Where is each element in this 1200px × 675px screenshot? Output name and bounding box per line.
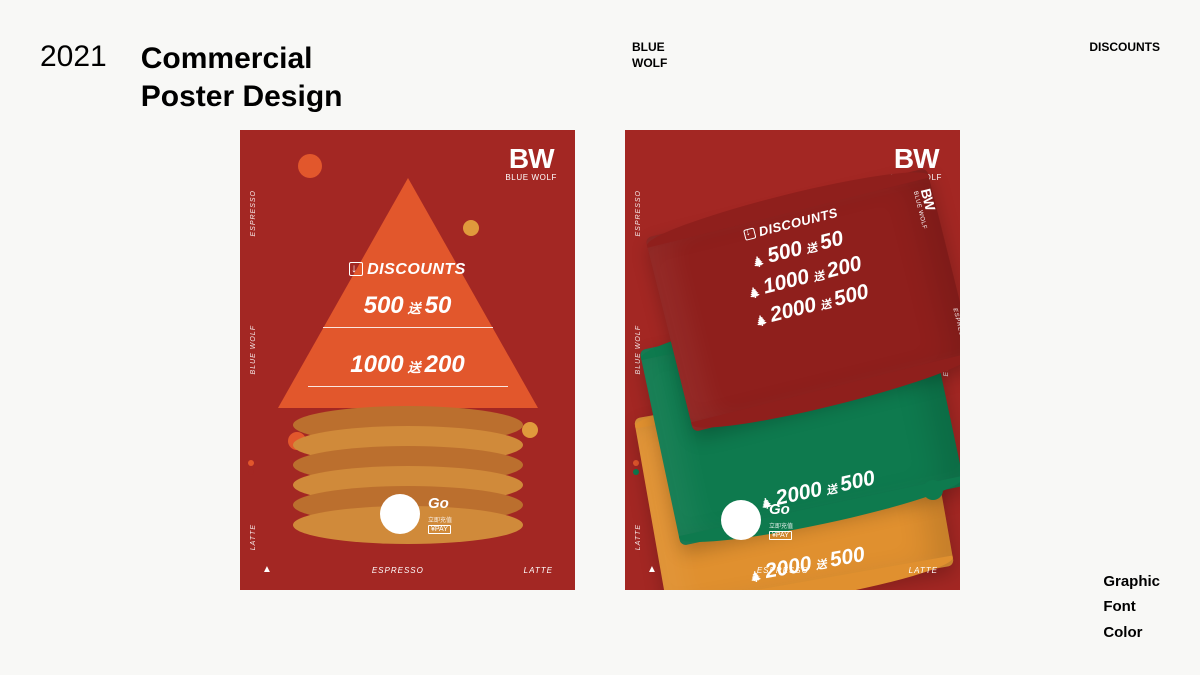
poster-1-bottom-bar: ESPRESSO LATTE bbox=[240, 564, 575, 576]
poster-1-logo: BW BLUE WOLF bbox=[505, 146, 557, 182]
go-text: Go 立即充值 ¥PAY bbox=[769, 501, 793, 540]
side-text-latte: LATTE bbox=[635, 524, 642, 550]
go-pay: ¥PAY bbox=[428, 525, 451, 534]
bottom-espresso: ESPRESSO bbox=[757, 566, 809, 575]
discounts-label-top: DISCOUNTS bbox=[1089, 40, 1160, 54]
tree-small-icon bbox=[262, 564, 272, 576]
download-icon bbox=[349, 262, 363, 276]
offer-row: 1000送200 bbox=[350, 347, 464, 385]
bottom-latte: LATTE bbox=[909, 566, 938, 575]
footer-line-1: Graphic bbox=[1103, 569, 1160, 595]
year-label: 2021 bbox=[40, 40, 107, 115]
side-text-latte: LATTE bbox=[250, 524, 257, 550]
tree-small-icon bbox=[647, 564, 657, 576]
go-sub: 立即充值 bbox=[428, 515, 452, 524]
side-text-espresso: ESPRESSO bbox=[250, 190, 257, 237]
side-dot bbox=[248, 460, 254, 466]
go-text: Go 立即充值 ¥PAY bbox=[428, 495, 452, 534]
brand-label: BLUE WOLF bbox=[632, 40, 667, 71]
bottom-espresso: ESPRESSO bbox=[372, 566, 424, 575]
brand-line-2: WOLF bbox=[632, 56, 667, 72]
posters-row: BW BLUE WOLF ESPRESSO BLUE WOLF LATTE DI… bbox=[240, 130, 960, 590]
brand-line-1: BLUE bbox=[632, 40, 667, 56]
deco-circle bbox=[923, 480, 943, 500]
main-title: Commercial Poster Design bbox=[141, 40, 343, 115]
discounts-heading: DISCOUNTS bbox=[240, 260, 575, 279]
side-dots bbox=[248, 460, 254, 475]
go-pay: ¥PAY bbox=[769, 531, 792, 540]
footer-line-3: Color bbox=[1103, 620, 1160, 646]
go-sub: 立即充值 bbox=[769, 521, 793, 530]
page-header: 2021 Commercial Poster Design bbox=[40, 40, 1160, 115]
poster-1: BW BLUE WOLF ESPRESSO BLUE WOLF LATTE DI… bbox=[240, 130, 575, 590]
logo-bw: BW bbox=[890, 146, 942, 171]
poster-2: BW BLUE WOLF ESPRESSO BLUE WOLF LATTE ES… bbox=[625, 130, 960, 590]
offer-divider bbox=[323, 327, 493, 328]
go-badge: Go 立即充值 ¥PAY bbox=[380, 494, 452, 534]
go-badge: Go 立即充值 ¥PAY bbox=[721, 500, 793, 540]
offer-row: 500送50 bbox=[364, 288, 452, 326]
footer-legend: Graphic Font Color bbox=[1103, 569, 1160, 646]
title-line-1: Commercial bbox=[141, 40, 343, 78]
poster-2-bottom-bar: ESPRESSO LATTE bbox=[625, 564, 960, 576]
title-line-2: Poster Design bbox=[141, 78, 343, 116]
deco-circle bbox=[298, 154, 322, 178]
discounts-word: DISCOUNTS bbox=[367, 261, 466, 278]
go-circle-icon bbox=[380, 494, 420, 534]
bottom-latte: LATTE bbox=[524, 566, 553, 575]
go-circle-icon bbox=[721, 500, 761, 540]
go-label: Go bbox=[428, 495, 452, 512]
side-dot bbox=[248, 469, 254, 475]
stacked-sheets: 2000送5002000送500DISCOUNTS500送501000送2002… bbox=[635, 200, 950, 510]
go-label: Go bbox=[769, 501, 793, 518]
logo-bw: BW bbox=[505, 146, 557, 171]
footer-line-2: Font bbox=[1103, 594, 1160, 620]
